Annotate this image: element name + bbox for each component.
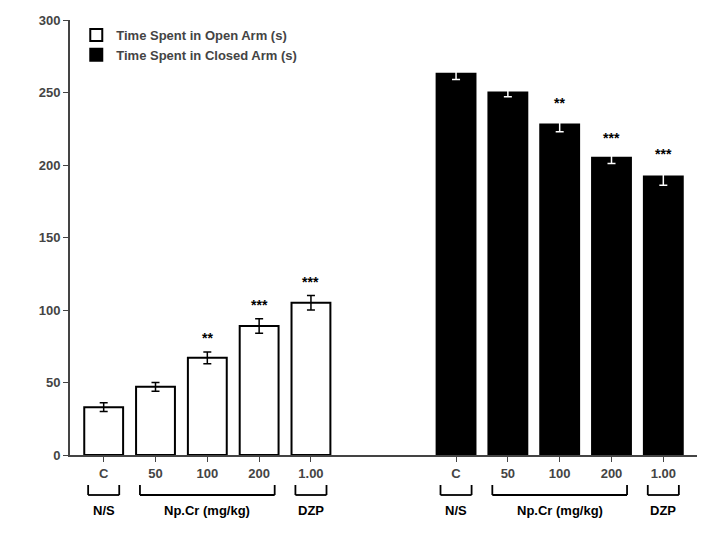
svg-text:250: 250 <box>39 85 61 100</box>
svg-text:DZP: DZP <box>650 503 676 518</box>
svg-text:Time Spent in Open Arm (s): Time Spent in Open Arm (s) <box>116 28 286 43</box>
svg-text:N/S: N/S <box>93 503 115 518</box>
svg-text:Np.Cr (mg/kg): Np.Cr (mg/kg) <box>517 503 603 518</box>
svg-text:100: 100 <box>196 466 218 481</box>
svg-text:***: *** <box>603 130 620 146</box>
svg-text:Time Spent in Closed Arm (s): Time Spent in Closed Arm (s) <box>116 48 297 63</box>
svg-text:200: 200 <box>601 466 623 481</box>
svg-text:**: ** <box>554 95 565 111</box>
svg-text:N/S: N/S <box>445 503 467 518</box>
svg-text:100: 100 <box>39 303 61 318</box>
svg-text:DZP: DZP <box>298 503 324 518</box>
svg-text:200: 200 <box>248 466 270 481</box>
svg-text:Np.Cr (mg/kg): Np.Cr (mg/kg) <box>164 503 250 518</box>
svg-text:1.00: 1.00 <box>298 466 323 481</box>
svg-text:***: *** <box>655 146 672 162</box>
svg-text:100: 100 <box>549 466 571 481</box>
svg-text:C: C <box>99 466 109 481</box>
svg-text:***: *** <box>251 297 268 313</box>
svg-text:**: ** <box>202 330 213 346</box>
svg-text:0: 0 <box>53 448 60 463</box>
svg-text:150: 150 <box>39 230 61 245</box>
svg-text:***: *** <box>302 274 319 290</box>
svg-text:50: 50 <box>501 466 515 481</box>
svg-text:C: C <box>451 466 461 481</box>
svg-text:50: 50 <box>46 375 60 390</box>
svg-text:200: 200 <box>39 158 61 173</box>
svg-text:50: 50 <box>148 466 162 481</box>
svg-text:1.00: 1.00 <box>651 466 676 481</box>
svg-text:300: 300 <box>39 13 61 28</box>
